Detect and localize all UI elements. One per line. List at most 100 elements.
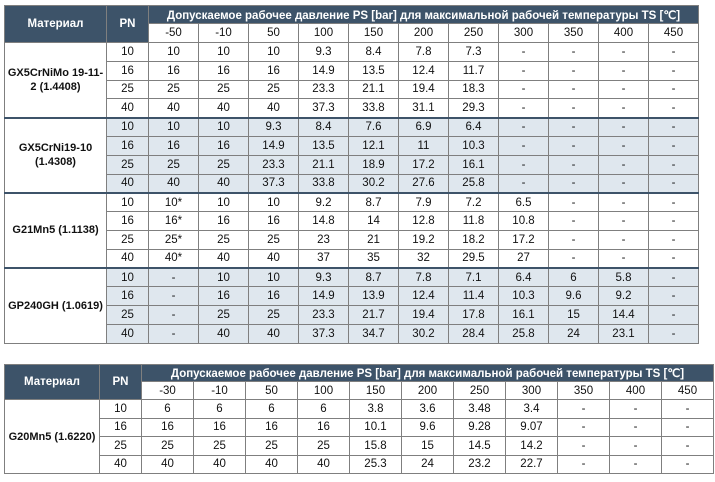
- table-row: 16 16 16 16 16 10.1 9.6 9.28 9.07- - -: [5, 417, 714, 437]
- pressure-value: 10.8: [498, 211, 549, 231]
- pressure-value: 6.5: [498, 191, 549, 213]
- pressure-value: 17.2: [498, 229, 549, 250]
- pressure-value: -: [598, 211, 649, 231]
- pn-value: 16: [99, 417, 142, 437]
- pressure-value: -: [648, 98, 699, 119]
- pressure-value: 16.1: [498, 305, 549, 325]
- pressure-value: 25: [148, 154, 199, 175]
- pressure-value: 40: [297, 454, 350, 474]
- table-row: G21Mn5 (1.1138) 10 10* 10 10 9.2 8.7 7.9 7.2 6.5-…: [4, 191, 699, 269]
- pressure-value: 7.9: [398, 191, 449, 213]
- pressure-value: -: [148, 323, 199, 344]
- pressure-value: 6.4: [448, 116, 499, 137]
- pressure-value: 14.4: [598, 305, 649, 325]
- pressure-value: 16: [198, 286, 249, 307]
- pressure-value: 13.5: [348, 60, 399, 81]
- pressure-value: 37.3: [248, 173, 299, 194]
- pn-value: 40: [106, 98, 149, 119]
- pressure-value: 10.1: [349, 417, 402, 437]
- pressure-value: 23.1: [598, 323, 649, 344]
- pressure-table-1: Материал PN Допускаемое рабочее давление…: [4, 5, 699, 344]
- pn-value: 25: [106, 154, 149, 175]
- pressure-value: 23.2: [453, 454, 506, 474]
- pressure-value: 9.6: [401, 417, 454, 437]
- table-row: GP240GH (1.0619) 10-10 10 9.3 8.7 7.8 7.1 6.4 6 5…: [4, 267, 699, 344]
- temperature-header: 400: [598, 23, 649, 43]
- table-row: 40 40 40 37.3 33.8 30.2 27.6 25.8- - - -: [5, 173, 699, 194]
- pn-value: 10: [106, 116, 149, 137]
- pressure-table-2: Материал PN Допускаемое рабочее давление…: [4, 364, 714, 474]
- pn-value: 25: [106, 229, 149, 250]
- pressure-value: 16: [198, 211, 249, 231]
- pressure-value: -: [648, 154, 699, 175]
- pressure-value: -: [648, 79, 699, 100]
- pressure-value: 33.8: [348, 98, 399, 119]
- pressure-value: 16: [198, 60, 249, 81]
- temperature-header: 450: [661, 381, 714, 400]
- temperature-header: 300: [505, 381, 558, 400]
- pn-value: 16: [106, 211, 149, 231]
- pressure-value: 11: [398, 135, 449, 156]
- table-row: 16-16 16 14.9 13.9 12.4 11.4 10.3 9.6 9.2-: [5, 286, 699, 307]
- pn-value: 40: [106, 323, 149, 344]
- pressure-value: 22.7: [505, 454, 558, 474]
- pressure-value: -: [548, 248, 599, 269]
- pressure-value: 25: [248, 305, 299, 325]
- temperature-header: 100: [298, 23, 349, 43]
- material-name: GX5CrNiMo 19-11-2 (1.4408): [4, 41, 107, 119]
- pn-value: 10: [106, 267, 149, 288]
- pressure-value: 40: [248, 323, 299, 344]
- pressure-value: 16: [148, 135, 199, 156]
- pressure-value: -: [598, 229, 649, 250]
- pressure-value: 15: [548, 305, 599, 325]
- pressure-value: 5.8: [598, 267, 649, 288]
- pn-value: 10: [106, 191, 149, 213]
- pressure-value: 25.8: [498, 323, 549, 344]
- pressure-value: 23.3: [248, 154, 299, 175]
- pressure-value: 25: [198, 154, 249, 175]
- pressure-value: 3.6: [401, 399, 454, 419]
- pressure-value: -: [598, 79, 649, 100]
- pressure-value: 15: [401, 436, 454, 456]
- pressure-value: 9.07: [505, 417, 558, 437]
- pressure-value: -: [598, 42, 649, 62]
- table-row: 40 40 40 40 37.3 33.8 31.1 29.3- - - -: [5, 98, 699, 119]
- pressure-value: 7.1: [448, 267, 499, 288]
- pressure-value: -: [498, 173, 549, 194]
- pressure-value: 27: [498, 248, 549, 269]
- pressure-value: 12.1: [348, 135, 399, 156]
- table-row: 40 40* 40 40 37 35 32 29.5 27- - -: [5, 248, 699, 269]
- pressure-value: 23.3: [298, 305, 349, 325]
- material-name: G21Mn5 (1.1138): [4, 191, 107, 269]
- pressure-value: -: [548, 211, 599, 231]
- pn-value: 10: [99, 399, 142, 419]
- temperature-header: -10: [193, 381, 246, 400]
- pressure-value: -: [648, 116, 699, 137]
- pressure-value: 14.9: [298, 286, 349, 307]
- pressure-value: -: [598, 116, 649, 137]
- pressure-value: 16: [141, 417, 194, 437]
- pressure-value: -: [548, 173, 599, 194]
- pressure-value: -: [648, 248, 699, 269]
- pressure-value: 6: [193, 399, 246, 419]
- pressure-value: 10: [198, 42, 249, 62]
- pressure-value: 24: [401, 454, 454, 474]
- pressure-value: 12.4: [398, 60, 449, 81]
- pressure-value: -: [648, 191, 699, 213]
- pressure-value: 16: [148, 60, 199, 81]
- pressure-value: -: [548, 135, 599, 156]
- pressure-value: 25: [193, 436, 246, 456]
- pressure-value: -: [498, 135, 549, 156]
- pressure-value: 13.9: [348, 286, 399, 307]
- temperature-header: 200: [401, 381, 454, 400]
- pressure-value: -: [598, 135, 649, 156]
- pressure-value: 40: [198, 248, 249, 269]
- table-row: 25 25* 25 25 23 21 19.2 18.2 17.2- - -: [5, 229, 699, 250]
- pressure-value: 40: [245, 454, 298, 474]
- pressure-value: 8.4: [298, 116, 349, 137]
- pn-value: 16: [106, 286, 149, 307]
- pressure-value: 9.2: [298, 191, 349, 213]
- pressure-value: 14.9: [248, 135, 299, 156]
- pressure-value: 17.8: [448, 305, 499, 325]
- pressure-value: 3.48: [453, 399, 506, 419]
